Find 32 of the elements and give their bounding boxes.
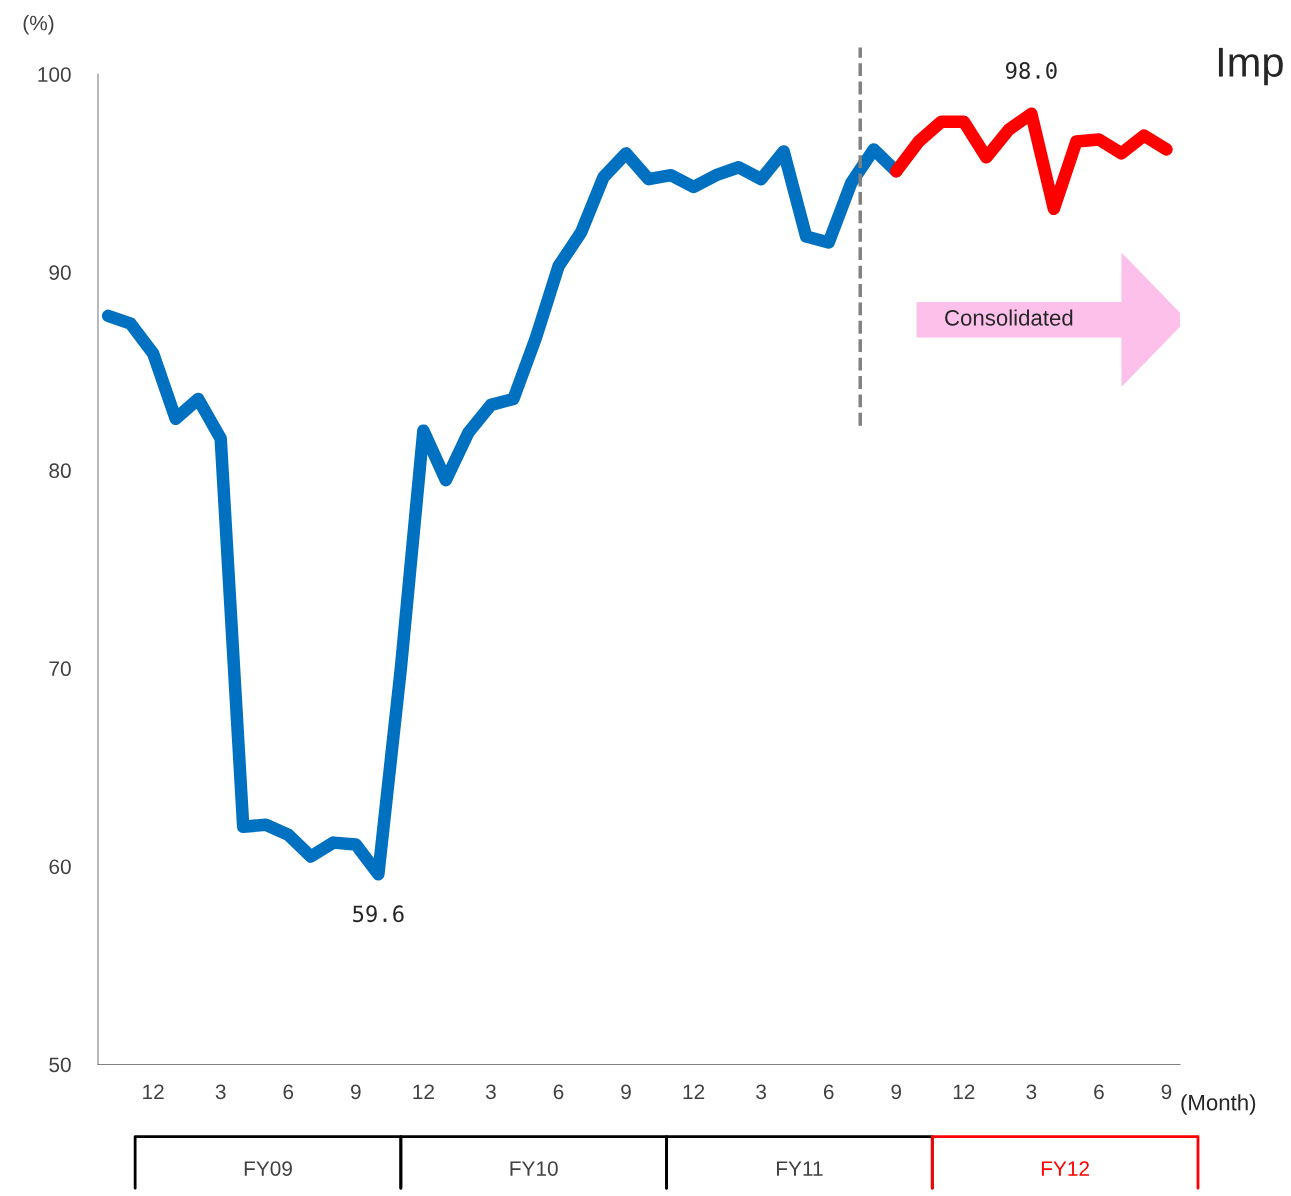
x-tick-label: 12	[683, 1084, 705, 1099]
x-tick-label: 9	[621, 1084, 631, 1100]
x-tick-label: 3	[485, 1084, 496, 1100]
x-tick-label: 12	[143, 1084, 164, 1099]
x-tick-label: 3	[215, 1084, 226, 1100]
text: Imp	[1218, 47, 1283, 86]
x-tick-label: 6	[823, 1084, 834, 1100]
x-axis-title: (Month)	[1181, 1094, 1256, 1115]
text: FY12	[1041, 1161, 1089, 1176]
x-tick-label: 3	[1026, 1084, 1037, 1100]
text: FY11	[777, 1161, 823, 1176]
x-tick-label: 12	[413, 1084, 434, 1099]
y-tick-label: 70	[49, 661, 71, 677]
text: FY10	[510, 1161, 558, 1176]
data-label: 98.0	[1005, 62, 1057, 79]
x-tick-label: 6	[1094, 1084, 1104, 1100]
x-tick-label: 6	[553, 1084, 564, 1100]
data-label: 59.6	[353, 905, 404, 923]
y-tick-label: 50	[49, 1057, 71, 1073]
text: FY09	[244, 1161, 292, 1176]
x-tick-label: 9	[351, 1084, 361, 1100]
y-tick-label: 100	[38, 67, 71, 82]
x-tick-label: 9	[1161, 1084, 1172, 1100]
y-axis-title: (%)	[23, 15, 54, 35]
y-tick-label: 90	[49, 265, 71, 280]
y-tick-label: 80	[49, 463, 71, 479]
x-tick-label: 3	[756, 1084, 767, 1100]
x-tick-label: 6	[283, 1084, 294, 1100]
annotation: Consolidated	[945, 309, 1073, 326]
x-tick-label: 12	[953, 1084, 975, 1099]
y-tick-label: 60	[49, 859, 71, 875]
x-tick-label: 9	[891, 1084, 902, 1100]
